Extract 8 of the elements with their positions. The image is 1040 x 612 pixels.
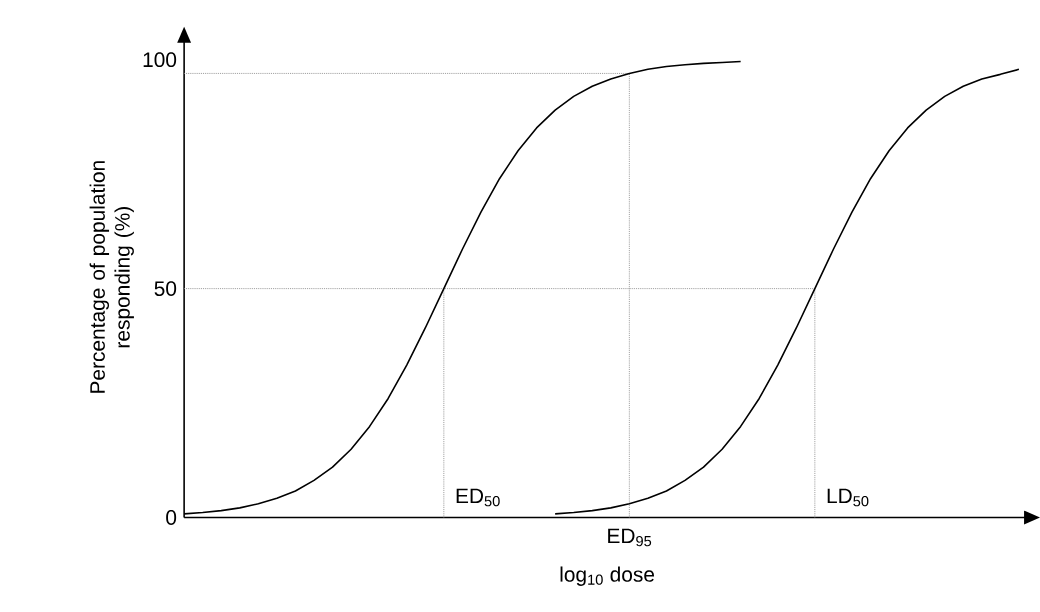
y-axis-title: Percentage of population responding (%)	[89, 161, 134, 393]
annotation: LD$_{50}$	[827, 488, 869, 507]
annotation: ED$_{50}$	[456, 488, 500, 507]
y-tick-label: 100	[143, 52, 177, 68]
y-tick-label: 50	[154, 281, 177, 296]
text: ED$_{95}$	[608, 528, 652, 547]
y-tick-label: 0	[166, 510, 177, 525]
x-axis-title: log$_{10}$ dose	[560, 566, 655, 586]
